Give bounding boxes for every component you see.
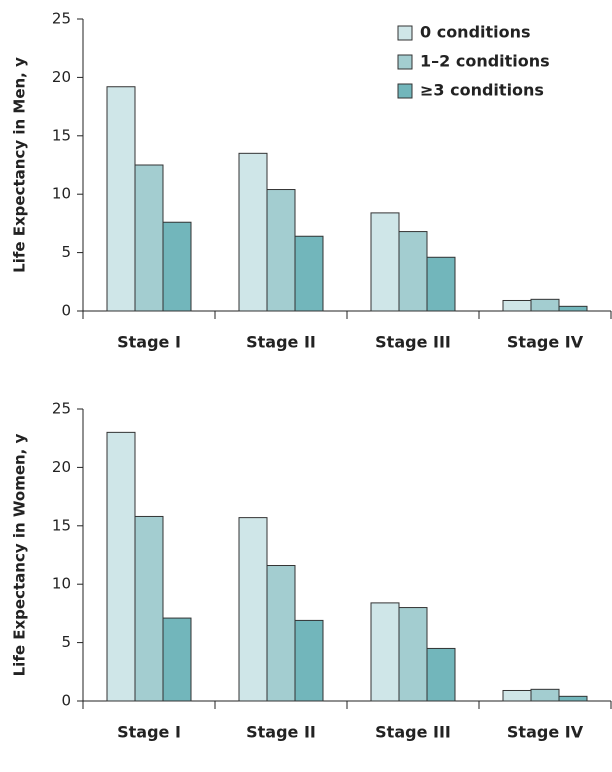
bar [294, 235, 324, 312]
bar [266, 565, 296, 702]
y-axis-label: Life Expectancy in Women, y [11, 433, 29, 676]
bar [558, 695, 588, 702]
bar [530, 688, 560, 702]
bar [134, 515, 164, 702]
x-tick-label: Stage IV [507, 333, 584, 352]
bar [162, 221, 192, 312]
y-tick-label: 15 [52, 126, 71, 144]
bar [162, 617, 192, 702]
bar [530, 298, 560, 312]
legend-swatch [397, 54, 413, 70]
y-tick-label: 5 [61, 633, 71, 651]
legend-label: 0 conditions [420, 23, 531, 42]
bar [426, 647, 456, 702]
bar [558, 305, 588, 312]
bar [134, 164, 164, 312]
x-tick-label: Stage III [375, 723, 451, 742]
bar [370, 602, 400, 702]
y-tick-label: 0 [61, 302, 71, 320]
legend-label: 1–2 conditions [420, 52, 550, 71]
bar [106, 86, 136, 312]
y-tick-label: 15 [52, 516, 71, 534]
y-tick-label: 10 [52, 185, 71, 203]
y-tick-label: 25 [52, 10, 71, 28]
y-tick-label: 5 [61, 243, 71, 261]
y-tick-label: 10 [52, 575, 71, 593]
y-tick-label: 20 [52, 458, 71, 476]
x-tick-label: Stage I [117, 333, 181, 352]
bar [106, 431, 136, 702]
x-tick-label: Stage I [117, 723, 181, 742]
bar [398, 607, 428, 702]
bar [398, 231, 428, 312]
x-tick-label: Stage II [246, 333, 316, 352]
bar [370, 212, 400, 312]
x-tick-label: Stage IV [507, 723, 584, 742]
y-tick-label: 20 [52, 68, 71, 86]
y-tick-label: 25 [52, 400, 71, 418]
y-tick-label: 0 [61, 692, 71, 710]
x-tick-label: Stage II [246, 723, 316, 742]
bar [294, 619, 324, 702]
bar [266, 189, 296, 312]
bar [502, 689, 532, 702]
bar [502, 299, 532, 312]
y-axis-label: Life Expectancy in Men, y [11, 57, 29, 273]
bar [238, 517, 268, 702]
x-tick-label: Stage III [375, 333, 451, 352]
legend-swatch [397, 25, 413, 41]
bar [426, 256, 456, 312]
legend-label: ≥3 conditions [420, 81, 544, 100]
legend-swatch [397, 83, 413, 99]
bar [238, 152, 268, 312]
